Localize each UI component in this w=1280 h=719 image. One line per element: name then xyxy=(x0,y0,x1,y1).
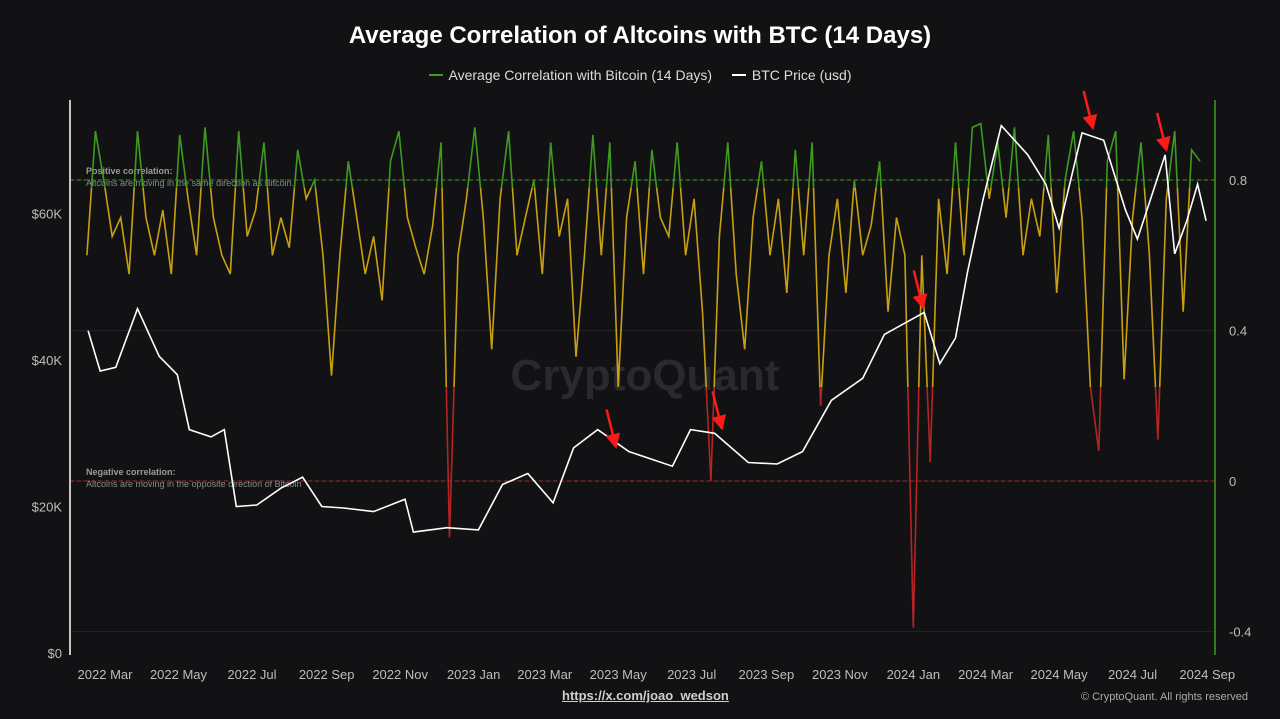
left-axis-tick-label: $0 xyxy=(48,646,62,661)
right-axis-tick-label: 0 xyxy=(1229,474,1236,489)
reference-label: Positive correlation: xyxy=(86,166,173,176)
red-arrow-annotation xyxy=(711,390,727,431)
right-axis-tick-label: 0.4 xyxy=(1229,324,1247,339)
legend-label: Average Correlation with Bitcoin (14 Day… xyxy=(448,67,713,83)
left-axis-tick-label: $60K xyxy=(32,207,63,222)
btc-price-line xyxy=(87,123,1207,533)
x-axis-tick-label: 2023 Jan xyxy=(447,667,501,682)
red-arrow-annotation xyxy=(1155,112,1171,153)
right-axis-tick-label: 0.8 xyxy=(1229,173,1247,188)
correlation-line xyxy=(90,122,1201,188)
x-axis-tick-label: 2023 Jul xyxy=(667,667,716,682)
left-axis-tick-label: $20K xyxy=(32,500,63,515)
red-arrow-annotation xyxy=(912,270,928,310)
correlation-line xyxy=(86,188,1191,387)
left-axis-tick-label: $40K xyxy=(32,353,63,368)
legend-label: BTC Price (usd) xyxy=(751,67,852,83)
legend: Average Correlation with Bitcoin (14 Day… xyxy=(0,63,1280,83)
right-axis-tick-label: -0.4 xyxy=(1229,625,1251,640)
x-axis-tick-label: 2023 Sep xyxy=(739,667,795,682)
watermark: CryptoQuant xyxy=(511,351,780,400)
x-axis-tick-label: 2022 May xyxy=(150,667,208,682)
reference-label: Negative correlation: xyxy=(86,467,176,477)
x-axis-tick-label: 2022 Sep xyxy=(299,667,355,682)
copyright: © CryptoQuant. All rights reserved xyxy=(1080,691,1248,703)
reference-text: Altcoins are moving in the same directio… xyxy=(86,178,294,188)
reference-text: Altcoins are moving in the opposite dire… xyxy=(86,479,302,489)
chart-title: Average Correlation of Altcoins with BTC… xyxy=(348,22,932,49)
red-arrow-annotation xyxy=(1082,90,1098,131)
x-axis-tick-label: 2023 May xyxy=(590,667,648,682)
x-axis-tick-label: 2022 Jul xyxy=(227,667,276,682)
x-axis-tick-label: 2024 Mar xyxy=(958,667,1014,682)
x-axis-tick-label: 2024 Sep xyxy=(1179,667,1235,682)
x-axis-tick-label: 2023 Mar xyxy=(517,667,573,682)
x-axis-tick-label: 2022 Mar xyxy=(78,667,134,682)
legend-swatch xyxy=(428,74,443,76)
x-axis-tick-label: 2023 Nov xyxy=(812,667,868,682)
legend-item-correlation[interactable]: Average Correlation with Bitcoin (14 Day… xyxy=(428,67,713,83)
legend-swatch xyxy=(731,74,746,76)
author-link[interactable]: https://x.com/joao_wedson xyxy=(562,688,729,703)
x-axis-tick-label: 2024 Jan xyxy=(887,667,941,682)
red-arrow-annotation xyxy=(605,409,621,449)
x-axis-tick-label: 2024 Jul xyxy=(1108,667,1157,682)
x-axis-tick-label: 2024 May xyxy=(1031,667,1089,682)
legend-item-btc-price[interactable]: BTC Price (usd) xyxy=(731,67,852,83)
x-axis-tick-label: 2022 Nov xyxy=(372,667,428,682)
